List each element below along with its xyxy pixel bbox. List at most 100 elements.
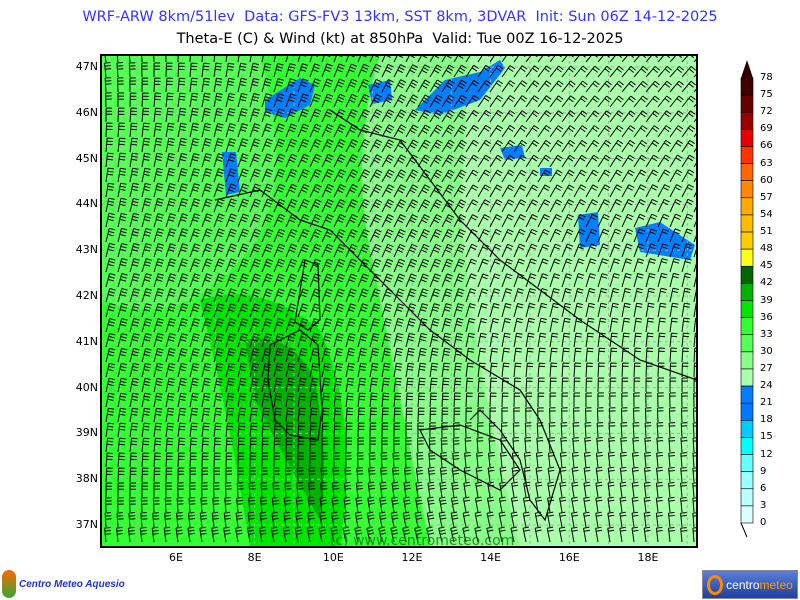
wind-barb — [381, 109, 395, 123]
wind-barb — [333, 213, 346, 228]
wind-barb — [356, 452, 364, 468]
colorbar-label: 39 — [760, 294, 773, 306]
wind-barb — [657, 347, 666, 363]
wind-barb — [201, 228, 213, 243]
wind-barb — [273, 243, 286, 258]
wind-barb — [165, 152, 176, 168]
wind-barb — [525, 332, 535, 348]
wind-barb — [117, 392, 127, 408]
wind-barb — [247, 511, 255, 528]
centrometeo-logo[interactable]: centro meteo — [702, 570, 798, 599]
wind-barb — [441, 347, 451, 363]
wind-barb — [105, 137, 114, 153]
wind-barb — [585, 377, 593, 393]
wind-barb — [489, 154, 503, 168]
wind-barb — [489, 184, 503, 198]
wind-barb — [128, 512, 136, 528]
wind-barb — [225, 183, 237, 198]
wind-barb — [549, 184, 563, 198]
wind-barb — [105, 303, 116, 318]
wind-barb — [585, 317, 595, 333]
wind-barb — [105, 333, 116, 348]
wind-barb — [453, 392, 461, 408]
wind-barb — [225, 452, 233, 468]
wind-barb — [201, 92, 211, 108]
wind-barb — [369, 377, 378, 393]
wind-barb — [595, 451, 603, 468]
wind-barb — [237, 288, 249, 303]
wind-barb — [536, 422, 544, 438]
wind-barb — [465, 228, 478, 243]
wind-barb — [693, 259, 697, 273]
wind-barb — [153, 377, 164, 393]
wind-barb — [321, 213, 334, 228]
wind-barb — [681, 302, 691, 318]
wind-barb — [201, 422, 210, 438]
wind-barb — [345, 258, 358, 273]
wind-barb — [177, 288, 189, 303]
wind-barb — [486, 526, 494, 543]
wind-barb — [237, 407, 246, 423]
colorbar-band — [740, 265, 754, 284]
wind-barb — [584, 437, 592, 453]
wind-barb — [357, 273, 369, 288]
wind-barb — [645, 66, 661, 78]
wind-barb — [249, 62, 260, 78]
colorbar-max-arrow — [741, 60, 753, 78]
wind-barb — [309, 288, 321, 303]
wind-barb — [273, 123, 285, 138]
wind-barb — [213, 77, 223, 93]
wind-barb — [595, 496, 603, 513]
wind-barb — [393, 124, 407, 138]
wind-barb — [129, 152, 139, 168]
wind-barb — [225, 362, 236, 378]
wind-barb — [475, 466, 483, 483]
wind-barb — [453, 228, 466, 243]
wind-barb — [525, 288, 536, 303]
wind-barb — [129, 377, 140, 393]
wind-barb — [561, 95, 576, 108]
wind-barb — [309, 213, 322, 228]
wind-barb — [537, 288, 548, 303]
wind-barb — [501, 184, 515, 198]
wind-barb — [549, 169, 563, 183]
wind-barb — [381, 214, 394, 228]
wind-barb — [117, 377, 128, 393]
wind-barb — [200, 497, 208, 513]
wind-barb — [261, 288, 273, 303]
wind-barb — [309, 407, 318, 423]
wind-barb — [451, 466, 460, 483]
wind-barb — [345, 347, 356, 363]
wind-barb — [669, 213, 682, 228]
wind-barb — [585, 65, 600, 78]
wind-barb — [177, 198, 189, 213]
wind-barb — [129, 288, 140, 303]
wind-barb — [524, 437, 532, 453]
wind-barb — [549, 302, 560, 318]
wind-barb — [249, 243, 262, 258]
wind-barb — [405, 273, 417, 288]
wind-barb — [537, 377, 545, 393]
wind-barb — [465, 377, 474, 393]
wind-barb — [105, 288, 116, 303]
wind-barb — [477, 109, 492, 123]
wind-barb — [501, 154, 515, 168]
wind-barb — [501, 228, 514, 243]
wind-barb — [585, 228, 598, 243]
lat-label: 43N — [75, 243, 98, 257]
wind-barb — [645, 125, 660, 138]
wind-barb — [477, 288, 489, 303]
wind-barb — [546, 511, 554, 528]
wind-barb — [585, 258, 597, 273]
wind-barb — [201, 168, 213, 183]
wind-barb — [621, 273, 632, 288]
wind-barb — [534, 526, 542, 543]
wind-barb — [477, 184, 491, 198]
wind-barb — [117, 333, 128, 348]
wind-barb — [104, 527, 112, 543]
wind-barb — [129, 243, 140, 258]
wind-barb — [465, 258, 477, 273]
wind-barb — [189, 168, 200, 183]
wind-barb — [297, 213, 310, 228]
wind-barb — [609, 287, 620, 303]
